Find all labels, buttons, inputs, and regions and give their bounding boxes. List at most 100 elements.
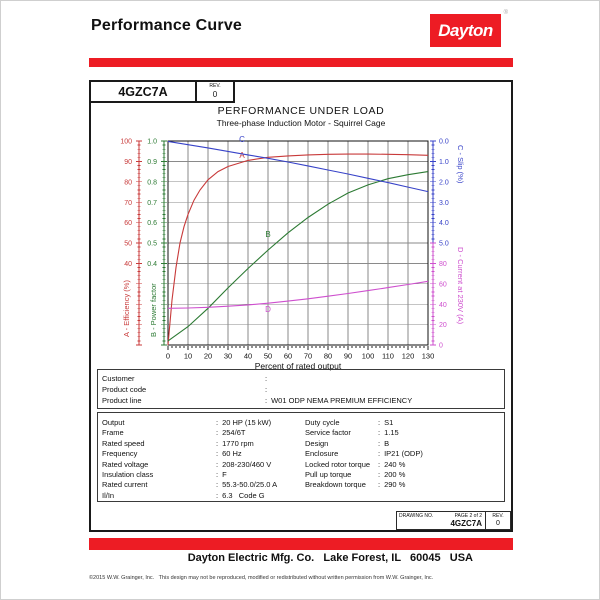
colon [216,460,218,470]
svg-text:0.9: 0.9 [147,159,157,166]
svg-text:80: 80 [324,352,332,361]
spec-row: Rated current 55.3-50.0/25.0 A [102,480,305,490]
svg-text:B - Power factor: B - Power factor [149,283,158,337]
svg-text:B: B [265,230,270,239]
title-block-rev: REV. 0 [485,512,510,529]
svg-text:50: 50 [264,352,272,361]
colon [216,480,218,490]
svg-text:130: 130 [422,352,435,361]
svg-text:D - Current at 230V (A): D - Current at 230V (A) [456,247,465,325]
field-label: Pull up torque [305,470,352,480]
spec-row: Service factor 1.15 [305,428,504,438]
chart-title: PERFORMANCE UNDER LOAD [217,105,385,117]
svg-text:110: 110 [382,352,394,361]
svg-text:0.8: 0.8 [147,179,157,186]
svg-text:Percent of rated output: Percent of rated output [255,361,342,371]
svg-text:80: 80 [124,179,132,186]
svg-text:40: 40 [124,261,132,268]
colon [265,384,267,395]
svg-text:40: 40 [244,352,252,361]
field-label: Frame [102,428,124,438]
svg-text:0: 0 [166,352,170,361]
spec-row: Pull up torque 200 % [305,470,504,480]
spec-row: Duty cycle S1 [305,418,504,428]
svg-text:100: 100 [362,352,375,361]
colon [265,373,267,384]
svg-text:80: 80 [439,261,447,268]
field-label: Rated speed [102,438,145,448]
spec-row: Il/In 6.3 Code G [102,491,305,501]
svg-text:70: 70 [124,200,132,207]
field-value: 6.3 Code G [222,490,265,500]
svg-text:0.5: 0.5 [147,241,157,248]
title-block: DRAWING NO. PAGE 2 of 2 4GZC7A REV. 0 [396,511,511,530]
field-value: 290 % [384,480,406,490]
drawing-number: 4GZC7A [450,519,482,528]
rev-label: REV. [209,83,221,89]
field-label: Output [102,418,125,427]
spec-row: Rated speed 1770 rpm [102,439,305,449]
spec-row: Locked rotor torque 240 % [305,460,504,470]
field-label: Duty cycle [305,418,340,427]
colon [216,470,218,480]
spec-row: Design B [305,439,504,449]
field-label: Service factor [305,428,351,438]
field-label: Product line [102,396,142,405]
colon [216,439,218,449]
colon [378,449,380,459]
field-value: 55.3-50.0/25.0 A [222,480,278,490]
page-title: Performance Curve [91,17,243,34]
field-label: Locked rotor torque [305,459,371,469]
svg-text:20: 20 [204,352,212,361]
field-value: W01 ODP NEMA PREMIUM EFFICIENCY [271,396,413,405]
svg-text:0.7: 0.7 [147,200,157,207]
field-label: Rated current [102,480,148,490]
specs-column-right: Duty cycleS1 Service factor1.15 DesignB … [305,418,504,501]
svg-text:0.6: 0.6 [147,220,157,227]
spec-row: Enclosure IP21 (ODP) [305,449,504,459]
rev-value: 0 [496,520,500,527]
spec-row: Rated voltage 208-230/460 V [102,460,305,470]
svg-text:50: 50 [124,241,132,248]
field-label: Product code [102,385,147,394]
copyright-notice: ©2015 W.W. Grainger, Inc. This design ma… [89,575,434,581]
field-label: Rated voltage [102,459,149,469]
svg-text:C: C [239,135,245,144]
customer-row: Product line W01 ODP NEMA PREMIUM EFFICIE… [102,395,504,406]
svg-text:3.0: 3.0 [439,200,449,207]
performance-chart: 0 10 20 30 40 50 60 70 80 90 100 110 120 130 Percent o… [120,135,465,371]
field-value: B [384,438,390,448]
svg-text:A: A [239,151,245,160]
svg-text:2.0: 2.0 [439,179,449,186]
spec-row: Frequency 60 Hz [102,449,305,459]
svg-text:4.0: 4.0 [439,220,449,227]
svg-text:100: 100 [120,139,132,146]
specs-box: Output 20 HP (15 kW) Frame 254/6T Rated sp… [97,412,505,502]
colon [216,491,218,501]
company-address: Dayton Electric Mfg. Co. Lake Forest, IL… [187,552,473,564]
page-indicator: PAGE 2 of 2 [454,513,482,519]
svg-text:C - Slip (%): C - Slip (%) [456,145,465,184]
svg-text:1.0: 1.0 [147,139,157,146]
field-value: IP21 (ODP) [384,449,423,459]
svg-text:A - Efficiency (%): A - Efficiency (%) [122,280,131,337]
field-value: 254/6T [222,428,246,438]
field-label: Breakdown torque [305,480,366,490]
svg-text:60: 60 [124,220,132,227]
svg-text:30: 30 [224,352,232,361]
registered-trademark-icon: ® [503,10,508,16]
colon [378,470,380,480]
drawing-no-label: DRAWING NO. [399,513,434,519]
colon [378,460,380,470]
colon [216,418,218,428]
spec-row: Frame 254/6T [102,428,305,438]
document-frame: 4GZC7A REV. 0 PERFORMANCE UNDER LOAD Thr… [89,80,513,532]
field-label: Il/In [102,490,115,500]
spec-row: Output 20 HP (15 kW) [102,418,305,428]
svg-text:20: 20 [439,322,447,329]
field-label: Enclosure [305,449,339,459]
rev-tab: REV. 0 [195,80,235,103]
field-value: 20 HP (15 kW) [222,418,272,427]
svg-text:D: D [265,305,271,314]
